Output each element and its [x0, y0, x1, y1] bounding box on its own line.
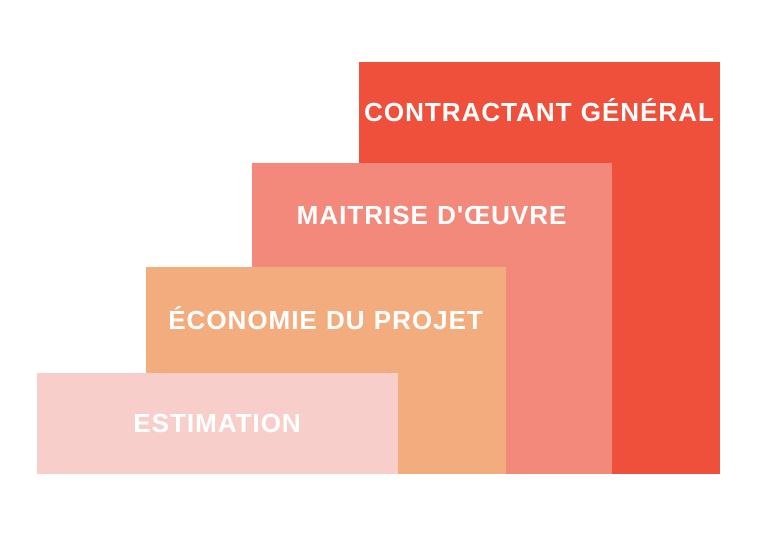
step-label-contractant-general: CONTRACTANT GÉNÉRAL: [364, 97, 715, 127]
step-label-estimation: ESTIMATION: [133, 408, 302, 438]
step-estimation: ESTIMATION: [37, 373, 398, 474]
step-label-maitrise-doeuvre: MAITRISE D'ŒUVRE: [296, 199, 568, 230]
step-label-economie-du-projet: ÉCONOMIE DU PROJET: [168, 304, 484, 335]
